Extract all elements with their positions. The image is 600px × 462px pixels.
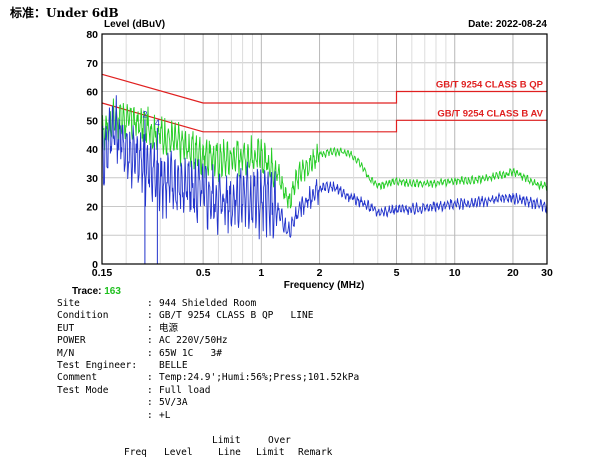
info-label: M/N xyxy=(57,347,75,359)
info-separator: : xyxy=(147,372,153,384)
info-value: +L xyxy=(159,409,171,421)
trace-value: 163 xyxy=(104,286,121,297)
y-tick-label: 60 xyxy=(86,87,98,99)
col-limit: Limit xyxy=(256,447,285,458)
info-value: 65W 1C 3# xyxy=(159,347,222,359)
x-tick-label: 5 xyxy=(394,267,400,279)
info-value: 944 Shielded Room xyxy=(159,298,257,309)
y-tick-label: 0 xyxy=(92,259,98,271)
y-tick-label: 10 xyxy=(86,230,98,242)
info-row: Comment: Temp:24.9';Humi:56%;Press;101.52… xyxy=(57,372,359,384)
trace-label: Trace: xyxy=(72,286,102,297)
measurement-trace xyxy=(101,98,548,209)
x-tick-label: 2 xyxy=(317,267,323,279)
col-level: Level xyxy=(164,447,193,458)
info-row: : +L xyxy=(57,410,359,422)
col-freq: Freq xyxy=(124,447,147,458)
info-row: Condition: GB/T 9254 CLASS B QP LINE xyxy=(57,310,359,322)
info-row: Test Engineer: BELLE xyxy=(57,360,359,372)
info-separator: : xyxy=(147,347,153,359)
measurement-traces xyxy=(101,95,548,240)
emi-chart: GB/T 9254 CLASS B QP GB/T 9254 CLASS B AV… xyxy=(86,19,553,291)
info-row: Site:944 Shielded Room xyxy=(57,298,359,310)
info-separator: : xyxy=(147,397,153,409)
info-value: AC 220V/50Hz xyxy=(159,335,228,347)
info-row: POWER: AC 220V/50Hz xyxy=(57,335,359,347)
y-tick-label: 80 xyxy=(86,29,98,41)
info-value: GB/T 9254 CLASS B QP LINE xyxy=(159,310,314,322)
x-tick-label: 10 xyxy=(449,267,461,279)
test-info-block: Site:944 Shielded Room Condition: GB/T 925… xyxy=(57,298,359,422)
info-label: Site xyxy=(57,298,80,309)
measurement-trace xyxy=(101,95,548,240)
col-line: Line xyxy=(218,447,241,458)
x-tick-label: 0.15 xyxy=(92,267,113,279)
info-value: 5V/3A xyxy=(159,397,188,409)
x-tick-label: 0.5 xyxy=(196,267,211,279)
info-value: Full load xyxy=(159,384,211,396)
plot-frame xyxy=(101,33,548,265)
limit-line xyxy=(101,102,547,133)
axis-ticks: 0 10 20 30 40 50 60 70 80 0.15 0.5 1 2 5 10 20 30 xyxy=(86,29,553,279)
col-limit-top: Limit xyxy=(212,435,241,446)
limit-line xyxy=(101,73,547,104)
marker-label: 2 xyxy=(142,109,147,119)
page-title: 标准：Under 6dB xyxy=(10,6,119,20)
x-tick-label: 30 xyxy=(541,267,553,279)
grid xyxy=(102,34,547,264)
y-tick-label: 40 xyxy=(86,144,98,156)
y-tick-label: 70 xyxy=(86,58,98,70)
marker-label: 4 xyxy=(155,118,160,128)
info-row: EUT: 电源 xyxy=(57,323,359,335)
info-value: 电源 xyxy=(159,322,179,334)
info-label: Test Mode xyxy=(57,384,109,396)
trace-info: Trace: 163 xyxy=(72,286,121,297)
table-header-row-1: Limit Over xyxy=(124,435,364,447)
limit-lines: GB/T 9254 CLASS B QP GB/T 9254 CLASS B AV xyxy=(101,73,547,133)
limit-line-label: GB/T 9254 CLASS B QP xyxy=(436,80,544,91)
info-separator: : xyxy=(147,409,153,421)
y-tick-label: 50 xyxy=(86,115,98,127)
x-tick-label: 20 xyxy=(507,267,519,279)
x-axis-label: Frequency (MHz) xyxy=(284,280,365,291)
limit-line-label: GB/T 9254 CLASS B AV xyxy=(437,108,543,119)
info-separator: : xyxy=(147,322,153,334)
info-separator: : xyxy=(147,310,153,322)
peak-markers: 24 xyxy=(142,109,160,264)
date-label: Date: 2022-08-24 xyxy=(468,19,547,30)
info-label: Condition xyxy=(57,310,109,322)
info-row: :5V/3A xyxy=(57,397,359,409)
info-label: Comment xyxy=(57,372,98,384)
info-label: Test Engineer: xyxy=(57,359,138,371)
info-separator: : xyxy=(147,384,153,396)
y-tick-label: 20 xyxy=(86,202,98,214)
col-over-top: Over xyxy=(268,435,291,446)
info-value: Temp:24.9';Humi:56%;Press;101.52kPa xyxy=(159,372,360,384)
info-separator: : xyxy=(147,335,153,347)
info-label: EUT xyxy=(57,322,75,334)
info-row: Test Mode: Full load xyxy=(57,385,359,397)
info-value: BELLE xyxy=(159,359,188,371)
info-separator: : xyxy=(147,298,153,309)
y-tick-label: 30 xyxy=(86,173,98,185)
info-label: POWER xyxy=(57,335,86,347)
col-remark: Remark xyxy=(298,447,333,458)
result-table-header: Limit Over Freq Level Line Limit Remark xyxy=(124,435,364,459)
info-row: M/N:65W 1C 3# xyxy=(57,348,359,360)
x-tick-label: 1 xyxy=(258,267,264,279)
y-axis-label: Level (dBuV) xyxy=(104,19,165,30)
table-header-row-2: Freq Level Line Limit Remark xyxy=(124,447,364,459)
